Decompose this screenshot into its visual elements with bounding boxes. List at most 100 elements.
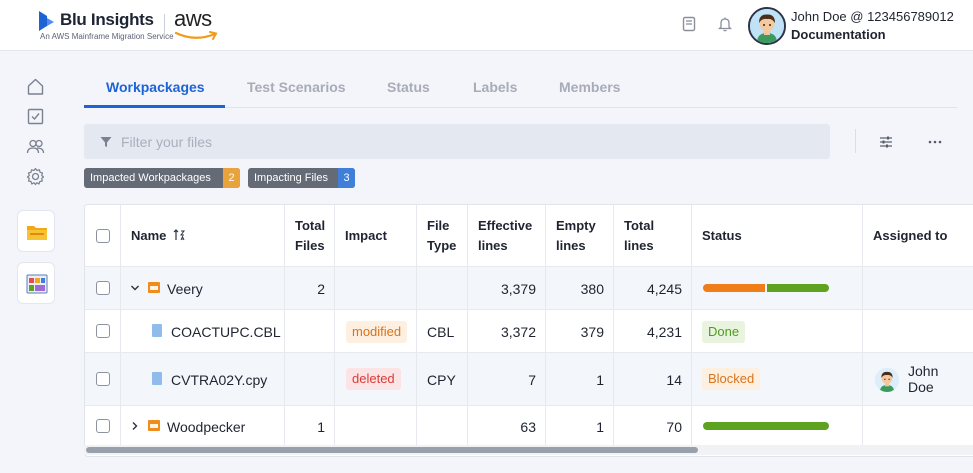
more-options-icon[interactable] xyxy=(926,133,944,151)
status-cell: Done xyxy=(692,310,863,352)
select-cell xyxy=(85,406,121,446)
row-name[interactable]: COACTUPC.CBL xyxy=(171,324,281,340)
effective-lines-value: 7 xyxy=(528,372,536,388)
user-avatar[interactable] xyxy=(748,7,786,45)
total-lines-value: 70 xyxy=(666,419,682,435)
assignee-last-name: Doe xyxy=(908,379,934,395)
header-status-cell: Status xyxy=(692,205,863,266)
row-checkbox[interactable] xyxy=(96,419,110,433)
row-name[interactable]: Veery xyxy=(167,281,203,297)
progress-bar-orange xyxy=(703,284,765,292)
checklist-icon[interactable] xyxy=(26,107,45,126)
row-name[interactable]: Woodpecker xyxy=(167,419,246,435)
status-badge: Done xyxy=(702,321,746,343)
empty-lines-value: 380 xyxy=(580,281,604,297)
folder-app-button[interactable] xyxy=(17,210,55,252)
table-row[interactable]: COACTUPC.CBL modified CBL 3,372 379 4,23… xyxy=(85,310,973,353)
user-role[interactable]: Documentation xyxy=(791,27,886,42)
column-header-impact: Impact xyxy=(345,228,387,243)
chip-label: Impacting Files xyxy=(254,172,328,184)
table-row[interactable]: Veery 2 3,379 380 4,245 xyxy=(85,267,973,310)
total-lines-value: 4,245 xyxy=(646,281,682,297)
tab-members[interactable]: Members xyxy=(559,79,621,95)
active-tab-indicator xyxy=(84,105,225,108)
total-lines-cell: 14 xyxy=(614,353,692,405)
total-lines-value: 4,231 xyxy=(646,324,682,340)
row-checkbox[interactable] xyxy=(96,324,110,338)
column-header-total-files-line2: Files xyxy=(295,238,325,253)
total-files-value: 2 xyxy=(317,281,325,297)
total-files-value: 1 xyxy=(317,419,325,435)
header-total-lines-cell: Total lines xyxy=(614,205,692,266)
select-cell xyxy=(85,267,121,309)
header-assigned-cell: Assigned to xyxy=(863,205,973,266)
users-icon[interactable] xyxy=(26,137,45,156)
tab-workpackages[interactable]: Workpackages xyxy=(106,79,205,95)
book-icon[interactable] xyxy=(681,16,697,32)
select-all-checkbox[interactable] xyxy=(96,229,110,243)
name-cell: CVTRA02Y.cpy xyxy=(121,353,285,405)
tab-test-scenarios[interactable]: Test Scenarios xyxy=(247,79,346,95)
total-files-cell xyxy=(285,310,335,352)
empty-cell: 1 xyxy=(546,353,614,405)
file-type-cell: CPY xyxy=(417,353,468,405)
select-cell xyxy=(85,353,121,405)
tab-labels[interactable]: Labels xyxy=(473,79,518,95)
table-row[interactable]: Woodpecker 1 63 1 70 xyxy=(85,406,973,447)
aws-logo: aws xyxy=(174,6,220,42)
impacted-workpackages-chip[interactable]: Impacted Workpackages 2 xyxy=(84,168,240,188)
row-checkbox[interactable] xyxy=(96,281,110,295)
assignee-avatar-illustration xyxy=(875,368,899,392)
empty-cell: 380 xyxy=(546,267,614,309)
workpackage-icon xyxy=(148,282,160,293)
progress-bar-green xyxy=(703,422,829,430)
sliders-icon[interactable] xyxy=(877,133,895,151)
tab-status[interactable]: Status xyxy=(387,79,430,95)
dashboard-app-button[interactable] xyxy=(17,262,55,304)
impacting-files-chip[interactable]: Impacting Files 3 xyxy=(248,168,355,188)
file-type-value: CBL xyxy=(427,324,455,340)
settings-icon[interactable] xyxy=(26,167,45,186)
top-header: Blu Insights An AWS Mainframe Migration … xyxy=(0,0,973,51)
total-lines-cell: 4,245 xyxy=(614,267,692,309)
assignee-avatar[interactable] xyxy=(875,368,899,392)
column-header-total-lines-line2: lines xyxy=(624,238,654,253)
total-files-cell: 1 xyxy=(285,406,335,446)
table-row[interactable]: CVTRA02Y.cpy deleted CPY 7 1 14 Blocked xyxy=(85,353,973,406)
effective-cell: 3,379 xyxy=(468,267,546,309)
user-name[interactable]: John Doe @ 123456789012 xyxy=(791,9,954,24)
header-effective-cell: Effective lines xyxy=(468,205,546,266)
horizontal-scrollbar-thumb[interactable] xyxy=(86,447,698,453)
filter-bar[interactable]: Filter your files xyxy=(84,124,830,159)
row-name[interactable]: CVTRA02Y.cpy xyxy=(171,372,268,388)
brand-subtitle: An AWS Mainframe Migration Service xyxy=(40,32,174,41)
bell-icon[interactable] xyxy=(717,16,733,32)
assignee-first-name: John xyxy=(908,363,939,379)
empty-lines-value: 1 xyxy=(596,419,604,435)
name-cell: Woodpecker xyxy=(121,406,285,446)
header-name-cell[interactable]: Name xyxy=(121,205,285,266)
total-files-cell: 2 xyxy=(285,267,335,309)
header-impact-cell: Impact xyxy=(335,205,417,266)
status-cell xyxy=(692,406,863,446)
chip-count: 2 xyxy=(223,168,240,188)
home-icon[interactable] xyxy=(26,77,45,96)
chevron-right-icon[interactable] xyxy=(130,421,140,431)
name-cell: COACTUPC.CBL xyxy=(121,310,285,352)
file-type-cell xyxy=(417,267,468,309)
chevron-down-icon[interactable] xyxy=(130,283,140,293)
progress-bar-green xyxy=(767,284,829,292)
total-files-cell xyxy=(285,353,335,405)
sort-icon[interactable] xyxy=(173,228,187,242)
aws-smile-icon xyxy=(175,31,218,40)
row-checkbox[interactable] xyxy=(96,372,110,386)
empty-cell: 379 xyxy=(546,310,614,352)
header-select-cell xyxy=(85,205,121,266)
status-cell: Blocked xyxy=(692,353,863,405)
table-header-row: Name Total Files Impact File Type Effect… xyxy=(85,205,973,267)
name-cell: Veery xyxy=(121,267,285,309)
status-badge: Blocked xyxy=(702,368,761,390)
select-cell xyxy=(85,310,121,352)
filter-input[interactable]: Filter your files xyxy=(121,134,213,150)
empty-lines-value: 379 xyxy=(580,324,604,340)
